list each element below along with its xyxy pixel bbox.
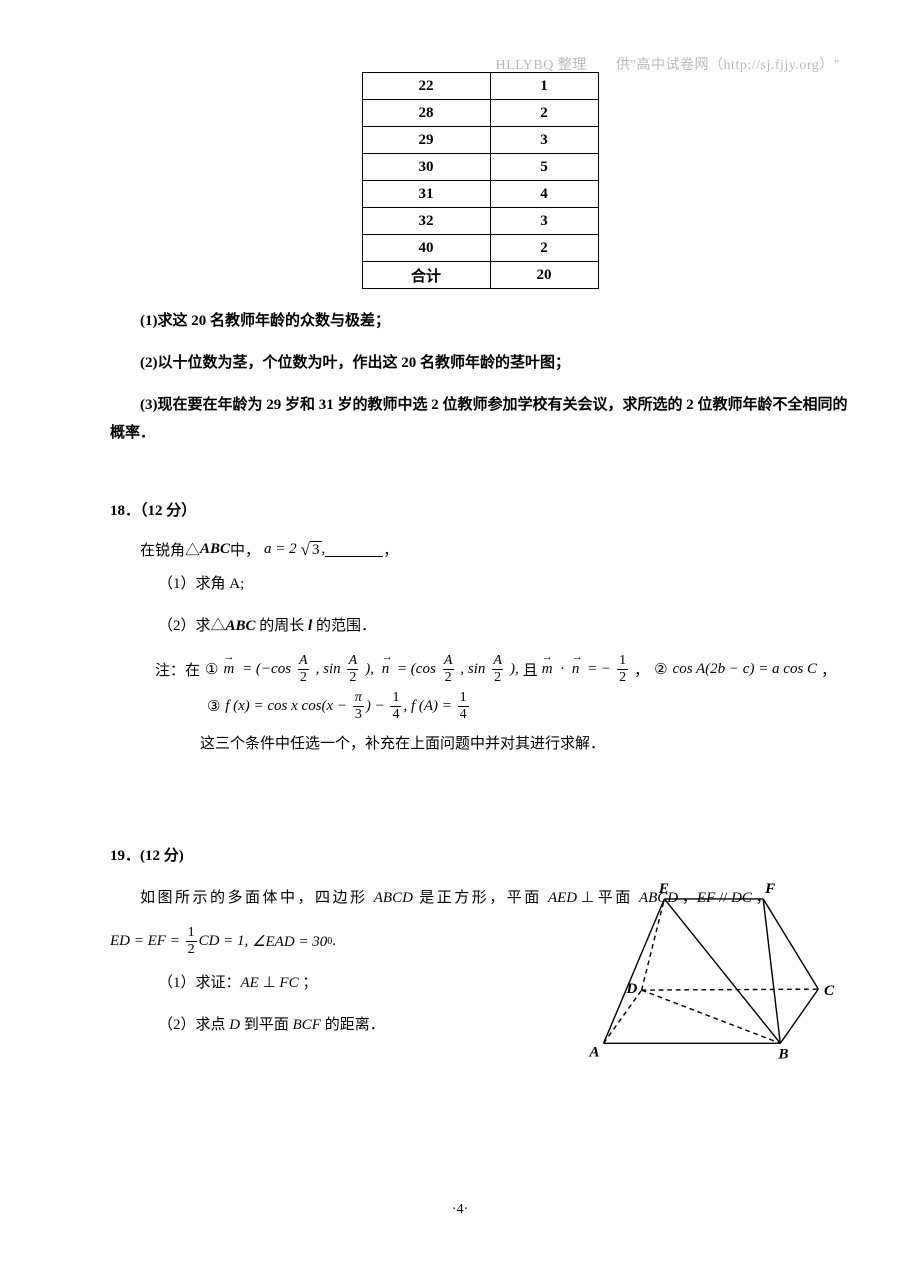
text: , sin [460,661,485,678]
cell: 3 [490,127,598,154]
blank-underline [325,543,383,557]
cond2: cos A(2b − c) = a cos C [673,661,818,678]
vector-n: n [572,661,580,678]
cell: 2 [490,235,598,262]
cell: 30 [362,154,490,181]
table-row: 402 [362,235,598,262]
q18-stem: 在锐角△ABC 中， a = 2 √3 , ， [140,539,850,560]
minus: ) − [366,698,389,715]
table-row: 合计20 [362,262,598,289]
cell: 28 [362,100,490,127]
text: 且 [523,659,538,680]
comma: ， [821,659,836,680]
age-table: 221 282 293 305 314 323 402 合计20 [362,72,599,289]
eq: = − [583,661,611,678]
page-number: ·4· [0,1202,920,1218]
cell: 5 [490,154,598,181]
circled-2-icon: ② [654,660,667,679]
sqrt-icon: √3 [301,541,322,559]
cell: 22 [362,73,490,100]
cell: 29 [362,127,490,154]
watermark: HLLYBQ 整理 供"高中试卷网（http://sj.fjjy.org）" [495,54,840,74]
table-row: 221 [362,73,598,100]
svg-text:D: D [625,980,637,997]
cell: 2 [490,100,598,127]
fraction: 14 [390,691,401,722]
table-row: 282 [362,100,598,127]
comma: ， [383,539,398,560]
svg-text:E: E [658,880,669,897]
q18-sub1: （1）求角 A; [110,570,850,598]
q19-eq-line: ED = EF = 12 CD = 1, ∠EAD = 300 . [110,926,540,957]
fraction: A2 [297,654,310,685]
q19-number: 19．(12 分) [110,842,850,870]
text: 中， [230,539,260,560]
abc: ABC [200,541,230,558]
q19-sub1: （1）求证：AE ⊥ FC ； [110,969,540,997]
table-row: 305 [362,154,598,181]
dot: · [557,661,568,678]
q18-number: 18．（12 分） [110,497,850,525]
cell: 40 [362,235,490,262]
table-row: 293 [362,127,598,154]
svg-text:B: B [777,1046,788,1063]
vector-m: m [223,661,234,678]
note-label: 注：在 [155,659,200,680]
circled-1-icon: ① [205,660,218,679]
text: ), [365,661,378,678]
q17-p2: (2)以十位数为茎，个位数为叶，作出这 20 名教师年龄的茎叶图； [110,349,850,377]
vector-n: n [382,661,390,678]
q19-sub2: （2）求点 D 到平面 BCF 的距离． [110,1011,540,1039]
circled-3-icon: ③ [207,697,220,716]
q17-p3: (3)现在要在年龄为 29 岁和 31 岁的教师中选 2 位教师参加学校有关会议… [110,391,850,447]
fx: f (x) = cos x cos(x − [221,698,350,715]
q17-p1: (1)求这 20 名教师年龄的众数与极差； [110,307,850,335]
cell: 31 [362,181,490,208]
fraction: 12 [617,654,628,685]
cell: 1 [490,73,598,100]
fraction: 14 [458,691,469,722]
q18-tail: 这三个条件中任选一个，补充在上面问题中并对其进行求解． [110,730,850,758]
cell: 4 [490,181,598,208]
text: 在锐角△ [140,539,200,560]
q18-conditions-line2: ③ f (x) = cos x cos(x − π3 ) − 14 , f (A… [206,691,850,722]
fraction: π3 [353,691,364,722]
text: , sin [316,661,341,678]
svg-text:C: C [824,982,835,999]
eq: = (−cos [238,661,291,678]
comma: ， [634,659,649,680]
q18-sub2: （2）求△ABC 的周长 l 的范围． [110,612,850,640]
fraction: A2 [442,654,455,685]
vector-m: m [542,661,553,678]
fraction: A2 [491,654,504,685]
table-row: 323 [362,208,598,235]
cell: 20 [490,262,598,289]
cell: 3 [490,208,598,235]
table-row: 314 [362,181,598,208]
q18-conditions-line1: 注：在 ① m = (−cos A2 , sin A2 ), n = (cos … [155,654,850,685]
comma: , f (A) = [403,698,455,715]
svg-text:A: A [588,1044,599,1061]
svg-text:F: F [764,880,775,897]
cell: 32 [362,208,490,235]
polyhedron-diagram: A B C D E F [560,878,860,1068]
cell: 合计 [362,262,490,289]
equation: a = 2 [264,541,297,558]
text: ), [510,661,519,678]
fraction: A2 [347,654,360,685]
eq: = (cos [393,661,436,678]
q19-block: 19．(12 分) 如图所示的多面体中，四边形 ABCD 是正方形，平面 AED… [110,842,850,1039]
